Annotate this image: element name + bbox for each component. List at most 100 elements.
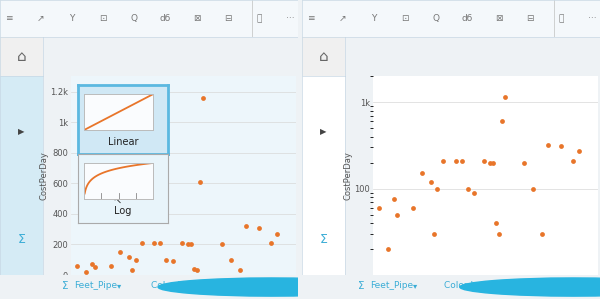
Point <box>106 263 116 268</box>
Point <box>491 221 500 225</box>
Text: ↗: ↗ <box>338 14 346 23</box>
Text: Feet_Pipe: Feet_Pipe <box>370 281 413 290</box>
Text: ↗: ↗ <box>37 14 44 23</box>
Point <box>538 231 547 236</box>
Point <box>457 158 467 163</box>
Text: Σ: Σ <box>17 233 26 246</box>
Point <box>196 179 205 184</box>
Point <box>427 179 436 184</box>
Point <box>389 197 399 202</box>
Text: ▾: ▾ <box>413 281 417 290</box>
Point <box>408 205 418 210</box>
Text: ⊠: ⊠ <box>193 14 200 23</box>
Point <box>417 171 427 176</box>
Point <box>528 186 538 191</box>
Text: ⊡: ⊡ <box>401 14 409 23</box>
Point <box>128 268 137 273</box>
Point <box>217 242 227 247</box>
Point <box>494 231 504 236</box>
Text: ···: ··· <box>588 14 597 23</box>
Text: ▾: ▾ <box>117 281 121 290</box>
Point <box>451 158 461 163</box>
Text: Color by: Color by <box>151 281 189 290</box>
Text: ▶: ▶ <box>19 127 25 136</box>
Point <box>383 247 393 251</box>
Text: dб: dб <box>160 14 171 23</box>
Text: ≡: ≡ <box>307 14 314 23</box>
Text: Y: Y <box>371 14 376 23</box>
Text: ⊟: ⊟ <box>526 14 533 23</box>
Point <box>485 160 494 165</box>
Text: Log: Log <box>115 206 131 216</box>
Text: ⓘ: ⓘ <box>257 14 262 23</box>
Point <box>433 186 442 191</box>
Point <box>500 94 510 99</box>
Text: ⌂: ⌂ <box>17 49 26 64</box>
Circle shape <box>460 278 600 296</box>
Text: Q: Q <box>131 14 137 23</box>
Text: ⊡: ⊡ <box>99 14 107 23</box>
Point <box>479 158 488 163</box>
Point <box>254 225 263 230</box>
Text: ▶: ▶ <box>320 127 326 136</box>
Point <box>82 270 91 274</box>
Point <box>186 242 196 247</box>
Point <box>137 241 146 245</box>
Text: ˣy: ˣy <box>221 281 232 291</box>
Text: Σ: Σ <box>358 281 365 291</box>
Text: ˣy: ˣy <box>514 281 524 291</box>
Point <box>519 160 529 165</box>
Point <box>226 257 236 262</box>
Point <box>430 231 439 236</box>
Point <box>183 242 193 247</box>
Point <box>199 95 208 100</box>
Text: Y: Y <box>69 14 74 23</box>
Point <box>193 268 202 273</box>
Text: Color by: Color by <box>444 281 482 290</box>
Point <box>115 250 125 254</box>
Point <box>463 186 473 191</box>
Text: Σ: Σ <box>62 281 69 291</box>
Text: ⊠: ⊠ <box>495 14 502 23</box>
Point <box>161 257 171 262</box>
Text: ⓘ: ⓘ <box>559 14 564 23</box>
Y-axis label: CostPerDay: CostPerDay <box>40 151 49 200</box>
Text: Linear: Linear <box>108 137 138 147</box>
Text: ▾: ▾ <box>485 281 489 290</box>
Point <box>497 118 507 123</box>
Text: Q: Q <box>433 14 439 23</box>
Point <box>556 144 565 149</box>
Text: ↖: ↖ <box>113 197 122 207</box>
Point <box>189 267 199 271</box>
Point <box>568 158 578 163</box>
Text: ⌂: ⌂ <box>319 49 328 64</box>
Text: ···: ··· <box>286 14 295 23</box>
Point <box>88 261 97 266</box>
Point <box>392 212 402 217</box>
Point <box>374 205 383 210</box>
Point <box>155 241 165 245</box>
Point <box>149 241 159 245</box>
Point <box>272 231 282 236</box>
Text: Feet_Pipe: Feet_Pipe <box>74 281 117 290</box>
Point <box>544 143 553 147</box>
Point <box>91 265 100 270</box>
Point <box>236 268 245 273</box>
Point <box>131 257 140 262</box>
Point <box>439 158 448 163</box>
Point <box>177 241 187 245</box>
Point <box>72 263 82 268</box>
Point <box>574 149 584 154</box>
Y-axis label: CostPerDay: CostPerDay <box>344 151 353 200</box>
Point <box>168 259 178 264</box>
Text: ⊟: ⊟ <box>224 14 232 23</box>
Text: ▾: ▾ <box>192 281 196 290</box>
Point <box>125 254 134 259</box>
Circle shape <box>158 278 385 296</box>
Point <box>470 190 479 195</box>
Text: Σ: Σ <box>319 233 328 246</box>
Point <box>242 224 251 228</box>
Text: ≡: ≡ <box>5 14 13 23</box>
Text: dб: dб <box>461 14 473 23</box>
Point <box>266 241 276 245</box>
